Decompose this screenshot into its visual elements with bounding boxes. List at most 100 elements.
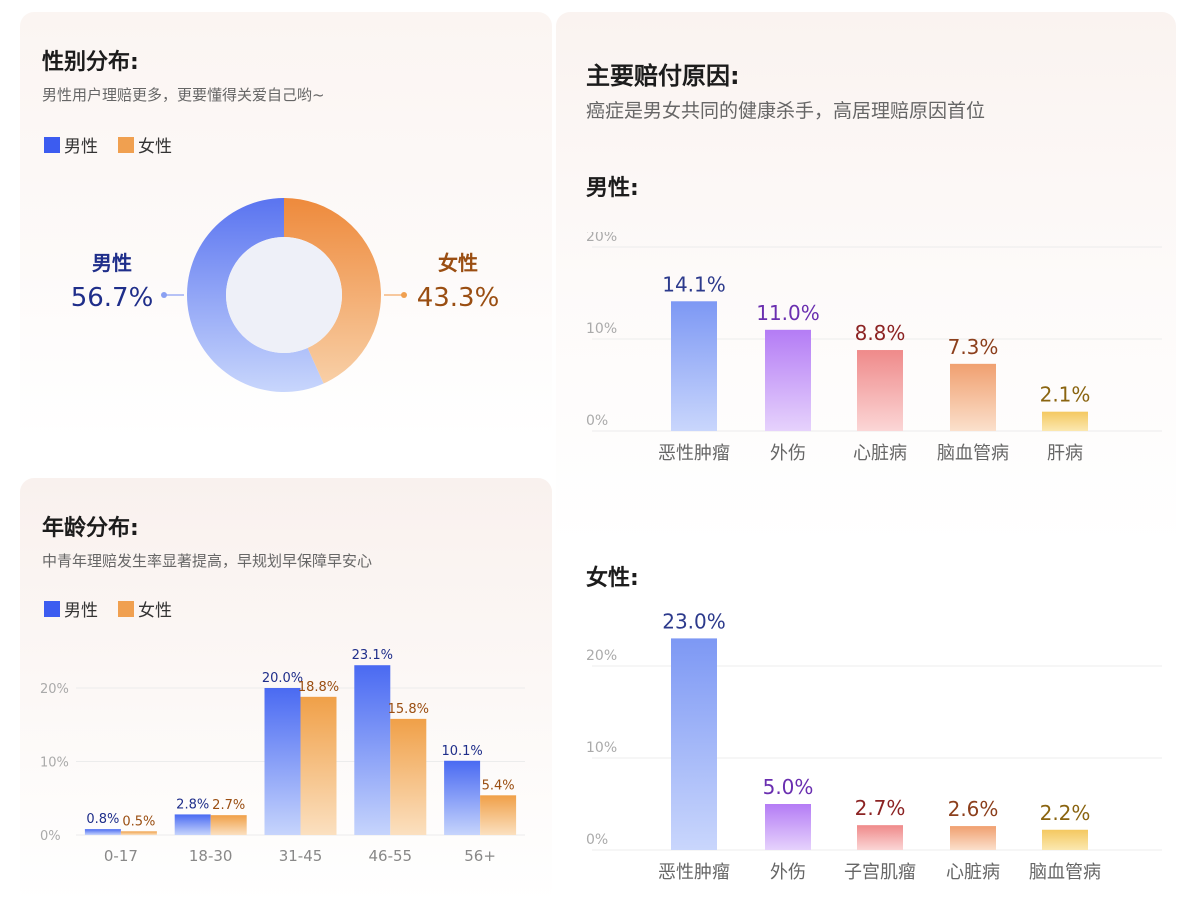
legend-item-female: 女性 bbox=[118, 596, 172, 621]
bar-female-18-30 bbox=[210, 815, 247, 835]
x-tick-label: 0-17 bbox=[104, 847, 138, 865]
bar-value-label: 5.4% bbox=[482, 778, 515, 793]
age-legend: 男性 女性 bbox=[44, 596, 172, 621]
bar-value-label: 11.0% bbox=[756, 301, 820, 325]
x-tick-label: 外伤 bbox=[770, 862, 806, 882]
gender-subtitle: 男性用户理赔更多，更要懂得关爱自己哟~ bbox=[42, 86, 325, 104]
legend-swatch-male bbox=[44, 600, 60, 617]
legend-label-female: 女性 bbox=[138, 137, 172, 157]
bar-心脏病 bbox=[857, 350, 903, 431]
bar-male-18-30 bbox=[174, 814, 211, 835]
female-reason-title: 女性: bbox=[586, 566, 639, 591]
bar-value-label: 23.1% bbox=[352, 648, 393, 663]
donut-hole bbox=[226, 237, 342, 353]
y-tick-label: 20% bbox=[586, 648, 617, 664]
bar-female-31-45 bbox=[300, 696, 337, 835]
bar-外伤 bbox=[765, 329, 811, 431]
male-reason-title: 男性: bbox=[586, 176, 639, 201]
bar-female-56+ bbox=[480, 795, 517, 835]
bar-value-label: 7.3% bbox=[948, 335, 999, 359]
x-tick-label: 子宫肌瘤 bbox=[844, 862, 916, 882]
reason-title: 主要赔付原因: bbox=[586, 62, 740, 90]
y-tick-label: 10% bbox=[40, 756, 69, 771]
x-tick-label: 心脏病 bbox=[853, 443, 907, 464]
x-tick-label: 恶性肿瘤 bbox=[658, 862, 730, 882]
x-tick-label: 肝病 bbox=[1047, 443, 1083, 464]
y-tick-label: 20% bbox=[40, 682, 69, 697]
reason-subtitle: 癌症是男女共同的健康杀手，高居理赔原因首位 bbox=[586, 100, 986, 122]
male-share-label: 男性 bbox=[92, 251, 132, 275]
gender-legend: 男性 女性 bbox=[44, 132, 172, 157]
bar-value-label: 0.8% bbox=[86, 812, 119, 827]
bar-value-label: 10.1% bbox=[441, 744, 482, 759]
female-share-label: 女性 bbox=[438, 251, 478, 275]
legend-swatch-female bbox=[118, 600, 134, 617]
bar-value-label: 2.6% bbox=[948, 797, 999, 821]
bar-外伤 bbox=[765, 804, 811, 850]
donut-slice-female bbox=[284, 198, 381, 384]
legend-swatch-male bbox=[44, 136, 60, 153]
bar-心脏病 bbox=[950, 826, 996, 850]
male-share-value: 56.7% bbox=[71, 283, 154, 313]
age-panel: 年龄分布: 中青年理赔发生率显著提高，早规划早保障早安心 男性 女性 0% 10%… bbox=[20, 478, 552, 903]
bar-肝病 bbox=[1042, 411, 1088, 431]
y-tick-label: 10% bbox=[586, 740, 617, 756]
y-tick-label: 0% bbox=[586, 413, 608, 429]
bar-female-46-55 bbox=[390, 718, 427, 835]
bar-female-0-17 bbox=[120, 831, 157, 835]
bar-value-label: 15.8% bbox=[388, 702, 429, 717]
male-reason-bar-chart: 0% 10% 20% 14.1% 恶性肿瘤 11.0% 外伤 8.8% 心脏病 7.3% 脑血管病 2… bbox=[586, 232, 1162, 464]
reason-panel: 主要赔付原因: 癌症是男女共同的健康杀手，高居理赔原因首位 男性: 女性: 0%… bbox=[556, 12, 1176, 903]
legend-item-female: 女性 bbox=[118, 132, 172, 157]
age-title: 年龄分布: bbox=[42, 516, 139, 541]
legend-item-male: 男性 bbox=[44, 596, 98, 621]
bar-value-label: 2.7% bbox=[212, 798, 245, 813]
x-tick-label: 18-30 bbox=[189, 847, 233, 865]
x-tick-label: 31-45 bbox=[279, 847, 323, 865]
y-tick-label: 0% bbox=[40, 829, 61, 844]
donut-slice-male bbox=[186, 198, 324, 393]
y-tick-label: 10% bbox=[586, 321, 617, 337]
bar-value-label: 5.0% bbox=[763, 775, 814, 799]
bar-male-0-17 bbox=[84, 829, 121, 835]
gender-donut-chart: 男性 56.7% 女性 43.3% bbox=[71, 198, 500, 393]
bar-value-label: 14.1% bbox=[662, 272, 726, 296]
legend-swatch-female bbox=[118, 136, 134, 153]
x-tick-label: 心脏病 bbox=[946, 862, 1000, 882]
age-bar-chart: 0% 10% 20% 0.8% 0.5% 0-17 2.8% 2.7% 18-30 20.0%18… bbox=[40, 648, 525, 865]
legend-label-female: 女性 bbox=[138, 601, 172, 621]
gender-panel: 性别分布: 男性用户理赔更多，更要懂得关爱自己哟~ 男性 女性 男性 56.7%… bbox=[20, 12, 552, 440]
x-tick-label: 46-55 bbox=[369, 847, 413, 865]
female-share-value: 43.3% bbox=[417, 283, 500, 313]
bar-value-label: 0.5% bbox=[122, 814, 155, 829]
gender-title: 性别分布: bbox=[42, 50, 139, 75]
bar-male-56+ bbox=[444, 760, 481, 835]
bar-value-label: 23.0% bbox=[662, 609, 726, 633]
bar-value-label: 18.8% bbox=[298, 680, 339, 695]
x-tick-label: 56+ bbox=[464, 847, 496, 865]
bar-value-label: 20.0% bbox=[262, 671, 303, 686]
bar-子宫肌瘤 bbox=[857, 825, 903, 850]
bar-male-31-45 bbox=[264, 688, 301, 835]
legend-label-male: 男性 bbox=[64, 601, 98, 621]
age-subtitle: 中青年理赔发生率显著提高，早规划早保障早安心 bbox=[42, 552, 373, 570]
bar-value-label: 2.7% bbox=[855, 796, 906, 820]
bar-value-label: 2.1% bbox=[1040, 383, 1091, 407]
y-tick-label: 0% bbox=[586, 832, 608, 848]
legend-item-male: 男性 bbox=[44, 132, 98, 157]
bar-脑血管病 bbox=[950, 363, 996, 431]
bar-恶性肿瘤 bbox=[671, 638, 717, 850]
male-leader-dot bbox=[161, 292, 167, 298]
female-leader-dot bbox=[401, 292, 407, 298]
bar-脑血管病 bbox=[1042, 829, 1088, 850]
y-tick-label: 20% bbox=[586, 232, 617, 245]
x-tick-label: 恶性肿瘤 bbox=[658, 443, 730, 464]
bar-value-label: 2.2% bbox=[1040, 801, 1091, 825]
female-reason-bar-chart: 0% 10% 20% 23.0% 恶性肿瘤 5.0% 外伤 2.7% 子宫肌瘤 2.6% 心脏病 2.… bbox=[586, 609, 1162, 882]
x-tick-label: 脑血管病 bbox=[1029, 862, 1101, 882]
x-tick-label: 脑血管病 bbox=[937, 443, 1009, 464]
bar-恶性肿瘤 bbox=[671, 301, 717, 431]
x-tick-label: 外伤 bbox=[770, 443, 806, 464]
legend-label-male: 男性 bbox=[64, 137, 98, 157]
bar-male-46-55 bbox=[354, 665, 391, 835]
